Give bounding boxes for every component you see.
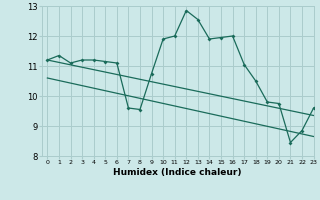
X-axis label: Humidex (Indice chaleur): Humidex (Indice chaleur) xyxy=(113,168,242,177)
